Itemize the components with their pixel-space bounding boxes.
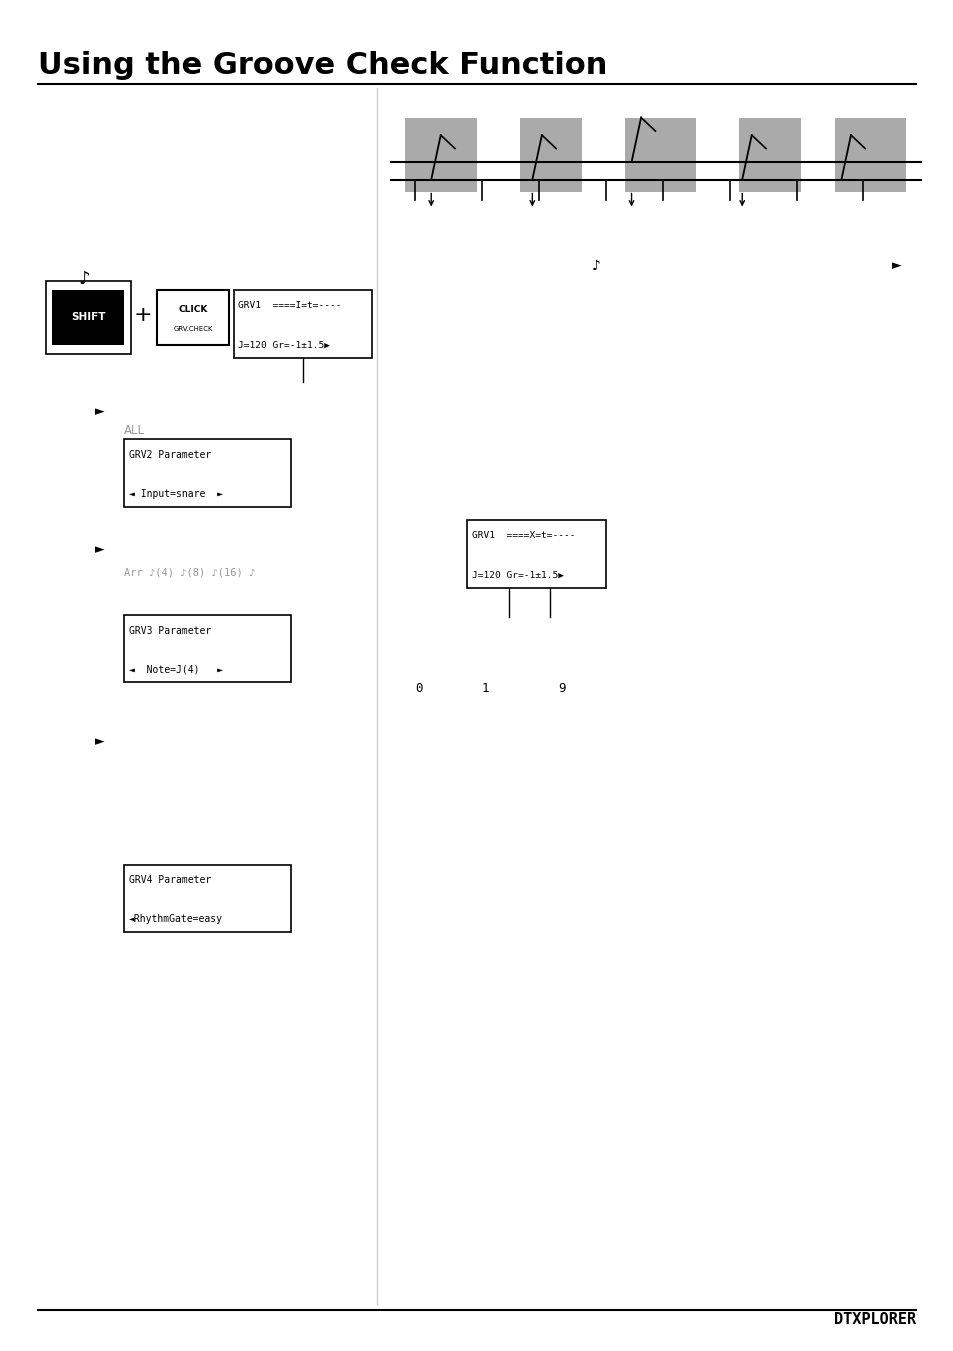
Text: +: + [133, 305, 152, 324]
Bar [834, 118, 905, 192]
Text: ♪: ♪ [78, 270, 90, 288]
Text: CLICK: CLICK [178, 305, 208, 313]
FancyBboxPatch shape [467, 520, 605, 588]
Text: GRV3 Parameter: GRV3 Parameter [129, 626, 211, 635]
Text: ►: ► [95, 405, 105, 419]
Text: GRV1  ====X=t=----: GRV1 ====X=t=---- [472, 531, 575, 540]
FancyBboxPatch shape [124, 865, 291, 932]
FancyBboxPatch shape [52, 290, 124, 345]
Text: ◄  Note=J(4)   ►: ◄ Note=J(4) ► [129, 665, 223, 674]
Text: 0: 0 [415, 682, 422, 696]
Text: SHIFT: SHIFT [71, 312, 106, 323]
Text: GRV2 Parameter: GRV2 Parameter [129, 450, 211, 459]
Text: Using the Groove Check Function: Using the Groove Check Function [38, 51, 607, 80]
Text: GRV.CHECK: GRV.CHECK [173, 327, 213, 332]
Text: Arr ♪(4) ♪(8) ♪(16) ♪: Arr ♪(4) ♪(8) ♪(16) ♪ [124, 567, 255, 577]
Text: 1: 1 [481, 682, 489, 696]
Text: 9: 9 [558, 682, 565, 696]
Bar [405, 118, 476, 192]
FancyBboxPatch shape [124, 615, 291, 682]
Text: ◄ Input=snare  ►: ◄ Input=snare ► [129, 489, 223, 499]
FancyBboxPatch shape [157, 290, 229, 345]
Text: ◄RhythmGate=easy: ◄RhythmGate=easy [129, 915, 223, 924]
Text: ►: ► [891, 259, 901, 273]
Text: ►: ► [95, 735, 105, 748]
Text: ♪: ♪ [591, 259, 599, 273]
Text: J=120 Gr=-1±1.5▶: J=120 Gr=-1±1.5▶ [238, 340, 330, 350]
Text: DTXPLORER: DTXPLORER [833, 1312, 915, 1327]
Text: J=120 Gr=-1±1.5▶: J=120 Gr=-1±1.5▶ [472, 570, 563, 580]
Bar [624, 118, 696, 192]
Text: ►: ► [95, 543, 105, 557]
Bar [739, 118, 801, 192]
FancyBboxPatch shape [124, 439, 291, 507]
Text: ALL: ALL [124, 424, 145, 438]
Bar [519, 118, 581, 192]
Text: GRV1  ====I=t=----: GRV1 ====I=t=---- [238, 301, 341, 311]
Text: GRV4 Parameter: GRV4 Parameter [129, 875, 211, 885]
FancyBboxPatch shape [233, 290, 372, 358]
